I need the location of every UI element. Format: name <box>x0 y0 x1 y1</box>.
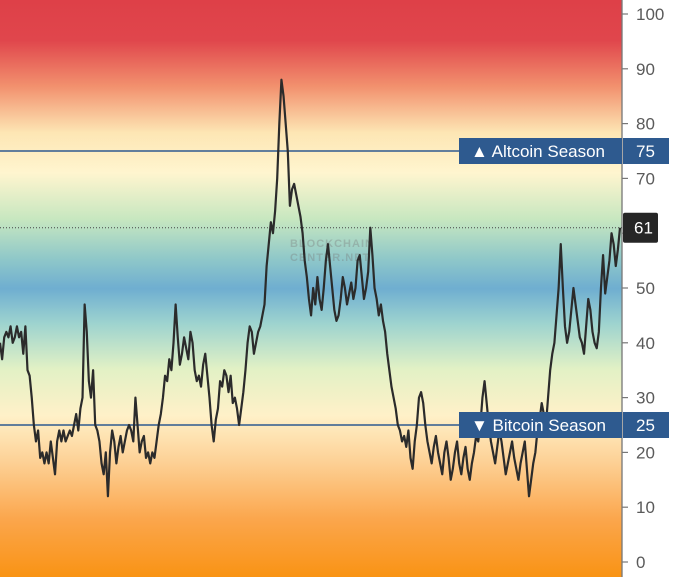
series-line <box>0 78 622 498</box>
season-label: ▼ Bitcoin Season <box>471 416 606 435</box>
season-label-bg <box>459 138 622 164</box>
watermark-line-1: BLOCKCHAIN <box>290 238 374 250</box>
y-tick-label: 90 <box>636 60 655 79</box>
current-value-badge: 61 <box>623 212 658 243</box>
season-value: 75 <box>636 142 655 161</box>
y-tick-label: 50 <box>636 279 655 298</box>
season-value-badge <box>623 138 669 164</box>
season-label: ▲ Altcoin Season <box>471 142 605 161</box>
y-tick-label: 70 <box>636 169 655 188</box>
threshold-labels: ▲ Altcoin Season 75 ▼ Bitcoin Season 25 <box>459 138 669 438</box>
season-label-bg <box>459 412 622 438</box>
current-value-text: 61 <box>634 219 653 238</box>
y-tick-label: 20 <box>636 443 655 462</box>
season-value: 25 <box>636 416 655 435</box>
axis-background <box>622 0 680 577</box>
current-value-badge-bg <box>623 212 658 243</box>
y-tick-label: 10 <box>636 498 655 517</box>
y-tick-label: 30 <box>636 389 655 408</box>
y-tick-label: 40 <box>636 334 655 353</box>
season-value-badge <box>623 412 669 438</box>
y-tick-label: 0 <box>636 553 645 572</box>
y-tick-label: 100 <box>636 5 664 24</box>
y-tick-label: 80 <box>636 115 655 134</box>
